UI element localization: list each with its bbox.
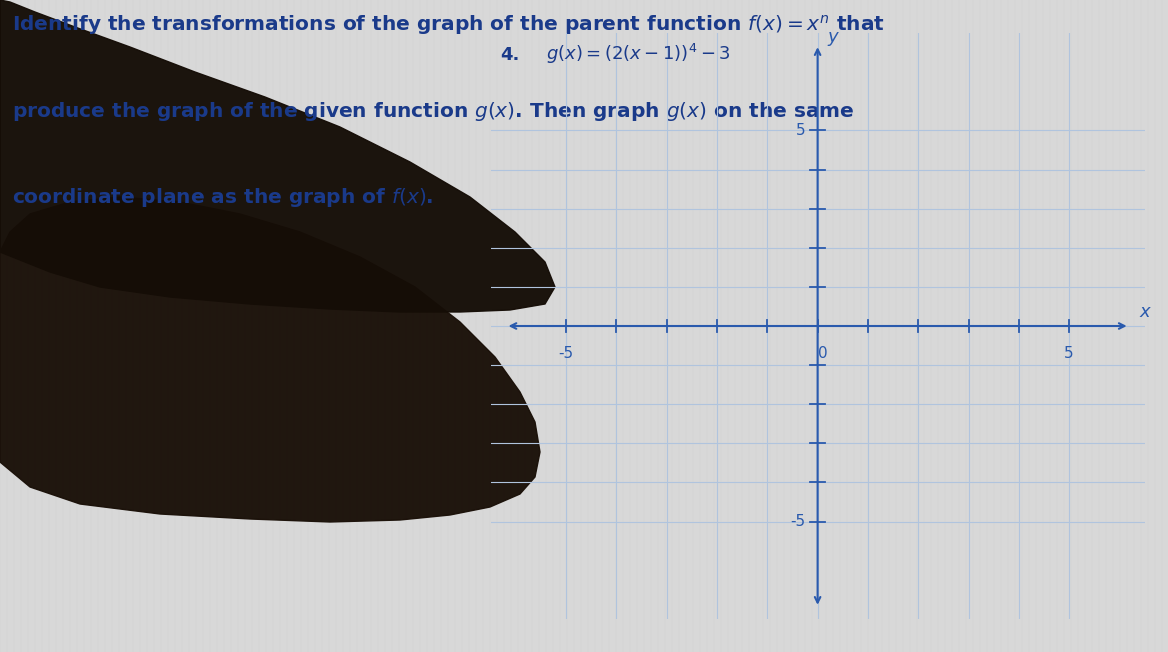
Text: y: y xyxy=(827,27,837,46)
Text: 5: 5 xyxy=(1064,346,1075,361)
Text: -5: -5 xyxy=(790,514,805,529)
Text: 0: 0 xyxy=(818,346,827,361)
Text: 5: 5 xyxy=(795,123,805,138)
Polygon shape xyxy=(0,0,540,522)
Text: produce the graph of the given function $g(x)$. Then graph $g(x)$ on the same: produce the graph of the given function … xyxy=(12,100,854,123)
Polygon shape xyxy=(0,0,555,312)
Text: coordinate plane as the graph of $f(x)$.: coordinate plane as the graph of $f(x)$. xyxy=(12,186,433,209)
Text: 4.: 4. xyxy=(501,46,520,64)
Text: $g(x)=\left(2(x-1)\right)^4-3$: $g(x)=\left(2(x-1)\right)^4-3$ xyxy=(545,42,731,66)
Text: Identify the transformations of the graph of the parent function $f(x)=x^n$ that: Identify the transformations of the grap… xyxy=(12,13,884,37)
Text: x: x xyxy=(1139,303,1150,321)
Text: -5: -5 xyxy=(558,346,573,361)
